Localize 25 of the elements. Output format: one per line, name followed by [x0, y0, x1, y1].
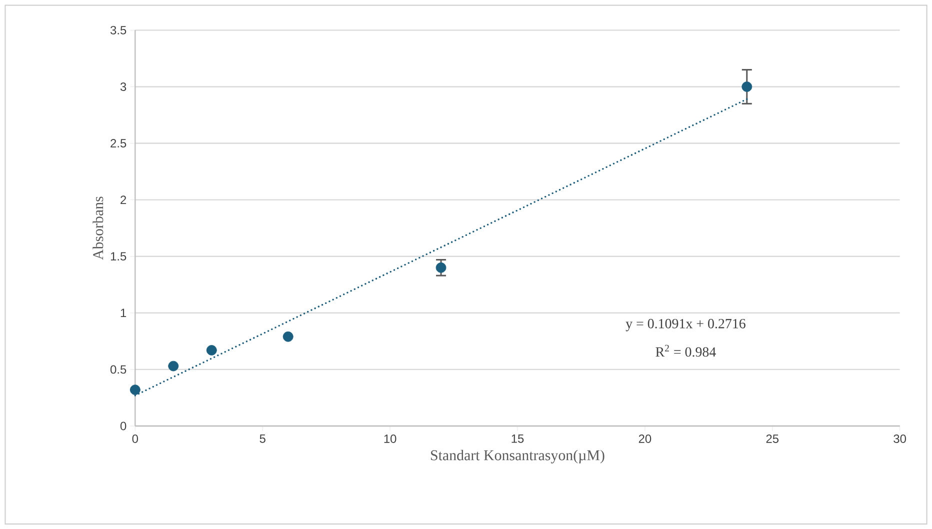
x-tick-label: 30 [894, 434, 906, 443]
x-tick-label: 0 [132, 434, 138, 443]
point [206, 344, 217, 356]
y-tick-label: 0 [120, 422, 126, 430]
annotation: y = 0.1091x + 0.2716 [626, 318, 746, 332]
x-tick-label: 20 [638, 434, 652, 443]
point [742, 81, 752, 92]
x-axis-title: Standart Konsantrasyon(µM) [431, 450, 604, 464]
x-tick-label: 15 [512, 434, 524, 443]
x-tick-label: 10 [384, 434, 396, 443]
y-tick-label: 1 [120, 308, 126, 317]
y-tick-label: 2 [120, 196, 126, 204]
x-tick-label: 5 [260, 434, 266, 443]
y-tick-label: 2.5 [110, 138, 126, 148]
point [282, 331, 294, 342]
annotation: R$^{2}$ = 0.984 [656, 344, 716, 357]
x-tick-label: 25 [766, 434, 779, 443]
point [436, 262, 446, 273]
y-tick-label: 0.5 [110, 365, 126, 374]
y-tick-label: 3 [120, 82, 126, 91]
point [130, 384, 140, 395]
point [168, 360, 179, 372]
y-axis-title: Absorbans [92, 196, 104, 260]
y-tick-label: 1.5 [110, 252, 126, 260]
y-tick-label: 3.5 [110, 26, 126, 34]
